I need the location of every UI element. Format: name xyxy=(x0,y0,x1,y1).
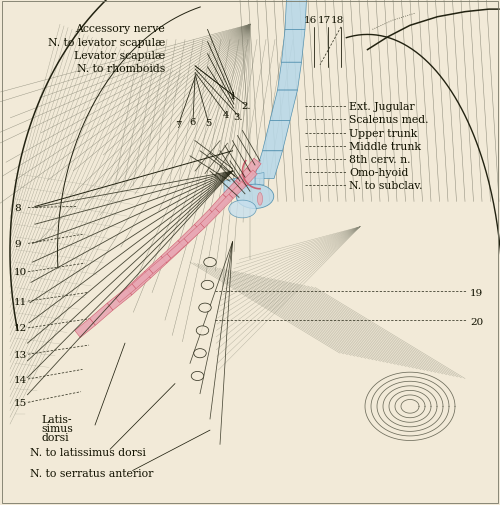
Ellipse shape xyxy=(199,304,211,313)
Polygon shape xyxy=(223,181,242,201)
Polygon shape xyxy=(262,121,290,152)
Polygon shape xyxy=(90,304,113,326)
Text: Levator scapulæ: Levator scapulæ xyxy=(74,50,165,61)
Text: Upper trunk: Upper trunk xyxy=(349,128,418,138)
Polygon shape xyxy=(216,195,233,213)
Text: 16: 16 xyxy=(304,16,316,25)
Polygon shape xyxy=(116,284,136,303)
Ellipse shape xyxy=(191,372,204,381)
Text: Accessory nerve: Accessory nerve xyxy=(75,24,165,34)
Text: 11: 11 xyxy=(14,297,27,306)
Polygon shape xyxy=(194,210,216,231)
Text: 17: 17 xyxy=(318,16,330,25)
Polygon shape xyxy=(255,173,264,187)
Polygon shape xyxy=(126,272,150,295)
Text: Middle trunk: Middle trunk xyxy=(349,141,421,152)
Ellipse shape xyxy=(229,200,256,219)
Text: N. to levator scapulæ: N. to levator scapulæ xyxy=(48,37,165,47)
Polygon shape xyxy=(242,171,257,186)
Text: 12: 12 xyxy=(14,324,27,333)
Polygon shape xyxy=(246,159,261,174)
Polygon shape xyxy=(229,182,246,199)
Text: 18: 18 xyxy=(330,16,344,25)
Ellipse shape xyxy=(236,185,274,209)
Text: Ext. Jugular: Ext. Jugular xyxy=(349,102,414,112)
Text: N. to serratus anterior: N. to serratus anterior xyxy=(30,468,154,478)
Text: 13: 13 xyxy=(14,350,27,359)
Text: 6: 6 xyxy=(190,118,196,127)
Polygon shape xyxy=(285,0,306,30)
Polygon shape xyxy=(245,175,255,189)
Polygon shape xyxy=(167,239,188,259)
Text: N. to rhomboids: N. to rhomboids xyxy=(77,64,165,74)
Ellipse shape xyxy=(194,349,206,358)
Text: N. to latissimus dorsi: N. to latissimus dorsi xyxy=(30,447,146,458)
Text: 3.: 3. xyxy=(234,113,243,122)
Polygon shape xyxy=(224,179,234,194)
Text: 2.: 2. xyxy=(241,102,251,111)
Text: 4: 4 xyxy=(223,111,229,120)
Polygon shape xyxy=(149,254,171,274)
Text: 9: 9 xyxy=(14,239,20,248)
Ellipse shape xyxy=(204,258,216,267)
Text: 14: 14 xyxy=(14,375,27,384)
Text: 5: 5 xyxy=(205,119,211,128)
Ellipse shape xyxy=(258,193,262,206)
Polygon shape xyxy=(234,177,245,191)
Polygon shape xyxy=(178,225,201,247)
Text: simus: simus xyxy=(42,423,73,433)
Text: dorsi: dorsi xyxy=(42,432,69,442)
Polygon shape xyxy=(282,30,305,63)
Ellipse shape xyxy=(201,281,214,290)
Polygon shape xyxy=(254,152,282,179)
Ellipse shape xyxy=(196,326,208,335)
Polygon shape xyxy=(161,241,184,264)
Text: 20: 20 xyxy=(470,318,483,327)
Polygon shape xyxy=(144,257,167,279)
Text: Omo-hyoid: Omo-hyoid xyxy=(349,168,408,178)
Polygon shape xyxy=(209,195,230,216)
Polygon shape xyxy=(278,63,301,91)
Text: 7: 7 xyxy=(175,121,181,130)
Text: 8th cerv. n.: 8th cerv. n. xyxy=(349,155,410,165)
Polygon shape xyxy=(184,224,204,243)
Text: 8: 8 xyxy=(14,204,20,213)
Text: N. to subclav.: N. to subclav. xyxy=(349,181,422,191)
Text: 19: 19 xyxy=(470,288,483,297)
Polygon shape xyxy=(74,319,96,338)
Polygon shape xyxy=(270,91,297,121)
Text: Scalenus med.: Scalenus med. xyxy=(349,115,428,125)
Text: 1: 1 xyxy=(229,91,236,100)
Text: Latis-: Latis- xyxy=(42,414,72,424)
Text: 10: 10 xyxy=(14,268,27,277)
Polygon shape xyxy=(200,209,220,228)
Polygon shape xyxy=(236,169,254,187)
Polygon shape xyxy=(132,270,153,289)
Text: 15: 15 xyxy=(14,398,27,407)
Polygon shape xyxy=(107,288,132,311)
